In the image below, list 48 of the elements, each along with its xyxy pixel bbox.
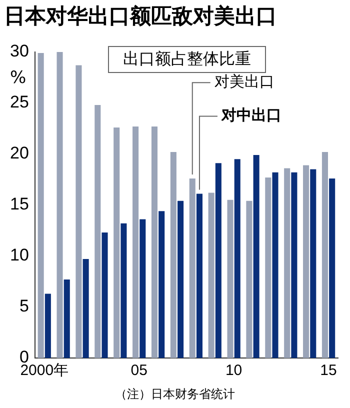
bar bbox=[102, 232, 108, 358]
bar bbox=[246, 200, 252, 358]
bar bbox=[208, 192, 214, 358]
chart-subtitle: 出口额占整体比重 bbox=[108, 46, 266, 73]
bar bbox=[94, 105, 101, 358]
bar bbox=[158, 211, 165, 358]
bar bbox=[303, 165, 310, 358]
bar bbox=[82, 259, 89, 358]
bar bbox=[253, 155, 260, 358]
x-tick-label: 05 bbox=[130, 362, 148, 380]
bar bbox=[227, 200, 234, 358]
text: 对美出口 bbox=[214, 72, 274, 90]
y-tick-label: 15 bbox=[10, 194, 29, 214]
bar bbox=[272, 172, 278, 358]
bar bbox=[322, 152, 328, 358]
bar bbox=[215, 163, 222, 358]
y-axis-title: % bbox=[10, 68, 26, 88]
bar bbox=[284, 168, 290, 358]
bar bbox=[265, 177, 272, 358]
y-tick-label: 20 bbox=[10, 144, 29, 163]
bar bbox=[170, 152, 176, 358]
bar bbox=[56, 52, 63, 358]
y-tick-label: 25 bbox=[10, 92, 29, 112]
chart-title: 日本对华出口额匹敌对美出口 bbox=[4, 3, 277, 30]
y-tick-label: 10 bbox=[10, 246, 29, 265]
y-tick-label: 5 bbox=[19, 296, 29, 316]
bar bbox=[234, 159, 240, 358]
bar bbox=[64, 279, 70, 358]
bar bbox=[329, 178, 336, 358]
bar bbox=[76, 65, 82, 358]
bar bbox=[196, 194, 202, 358]
x-tick-label: 15 bbox=[320, 362, 337, 380]
text: （注）日本财务省统计 bbox=[114, 386, 236, 403]
bar bbox=[178, 200, 184, 358]
bar bbox=[140, 219, 146, 358]
bar bbox=[44, 294, 51, 358]
x-tick-label: 2000年 bbox=[20, 362, 69, 380]
bar bbox=[291, 172, 298, 358]
bar bbox=[120, 223, 127, 358]
bar bbox=[38, 53, 44, 358]
bar bbox=[189, 178, 196, 358]
bar bbox=[151, 126, 158, 358]
bar bbox=[310, 169, 316, 358]
bar bbox=[132, 126, 139, 358]
text: 对中出口 bbox=[220, 106, 282, 124]
bar bbox=[114, 127, 120, 358]
x-tick-label: 10 bbox=[225, 362, 242, 380]
y-tick-label: 30 bbox=[10, 42, 29, 61]
